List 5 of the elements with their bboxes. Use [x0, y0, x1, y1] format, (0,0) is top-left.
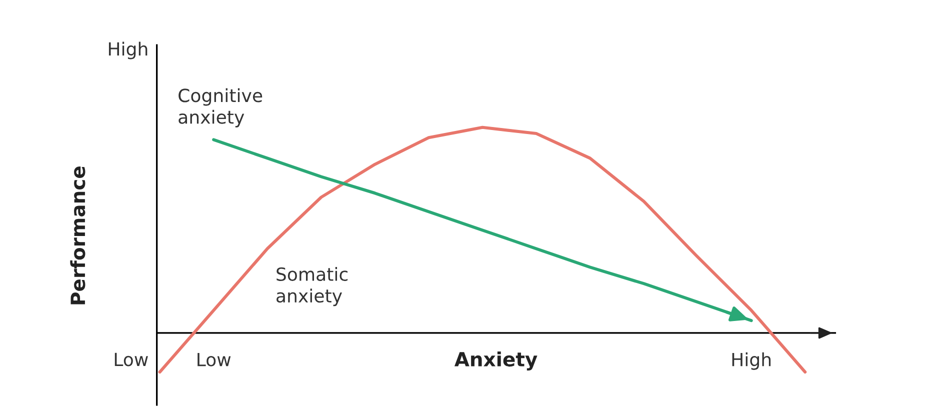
- series-label: Somatic anxiety: [276, 267, 348, 306]
- y-axis-title: Performance: [70, 166, 86, 304]
- series-label: Cognitive anxiety: [178, 88, 262, 128]
- x-axis-title: Anxiety: [454, 352, 538, 370]
- text: High: [108, 42, 148, 60]
